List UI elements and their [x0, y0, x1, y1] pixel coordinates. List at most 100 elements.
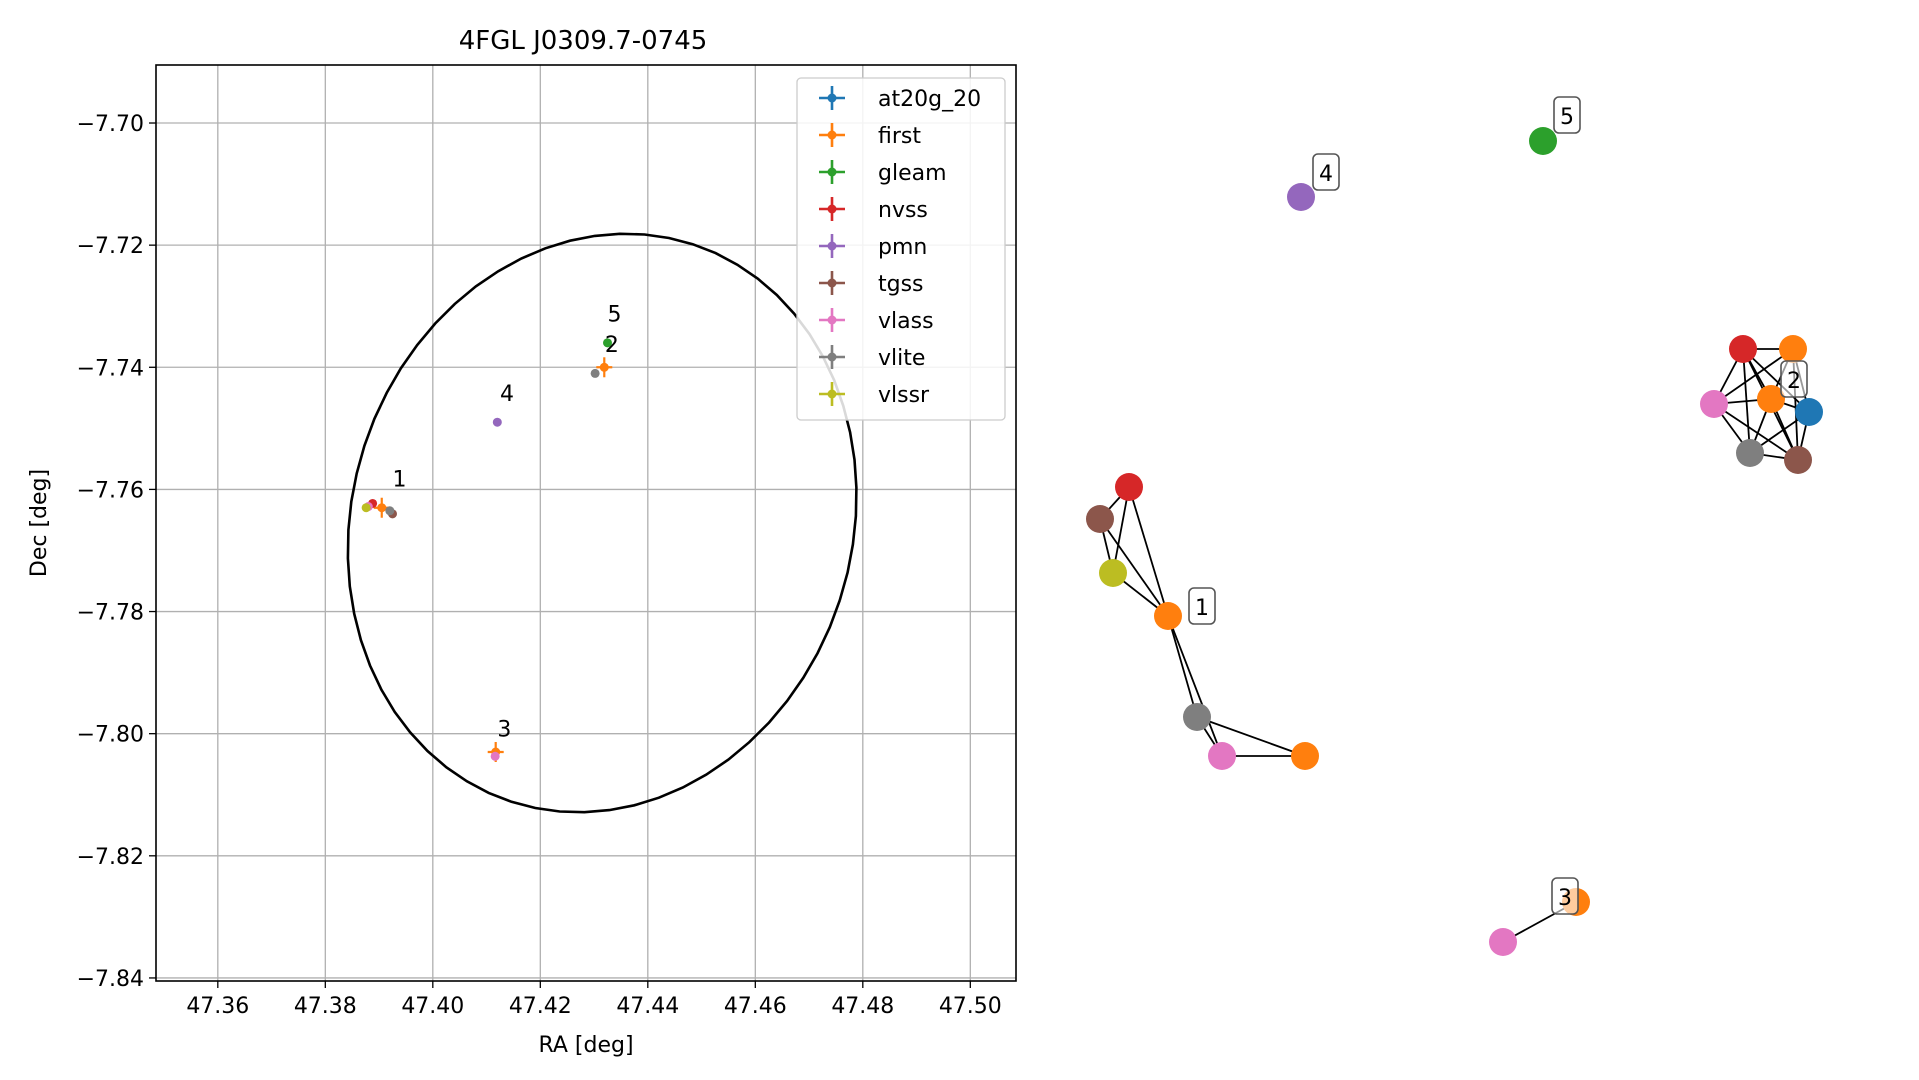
uncertainty-ellipse — [346, 232, 858, 814]
y-tick-label: −7.72 — [77, 234, 144, 259]
y-tick-label: −7.78 — [77, 601, 144, 626]
plot-frame — [155, 64, 1017, 982]
cluster-label-box — [1553, 96, 1581, 134]
cluster-label: 4 — [1319, 162, 1333, 187]
network-node-vlass — [1208, 742, 1236, 770]
x-axis-label: RA [deg] — [538, 1033, 633, 1058]
network-node-vlass — [1700, 390, 1728, 418]
x-tick-label: 47.40 — [401, 994, 464, 1019]
network-edge — [1713, 348, 1794, 405]
network-node-at20g_20 — [1795, 398, 1823, 426]
network-node-tgss — [1086, 505, 1114, 533]
x-tick-label: 47.42 — [509, 994, 572, 1019]
legend-label-vlass: vlass — [878, 309, 934, 334]
network-node-vlssr — [1099, 559, 1127, 587]
network-node-gleam — [1529, 127, 1557, 155]
legend-marker-vlssr — [827, 389, 837, 399]
legend-marker-nvss — [827, 204, 837, 214]
data-point-first — [599, 362, 609, 372]
point-annotations: 1 2 3 4 5 — [393, 302, 622, 742]
network-node-nvss — [1115, 473, 1143, 501]
legend-marker-gleam — [827, 167, 837, 177]
x-tick-label: 47.36 — [186, 994, 249, 1019]
y-tick-label: −7.84 — [77, 967, 144, 992]
point-label: 1 — [393, 467, 407, 492]
x-tick-label: 47.48 — [831, 994, 894, 1019]
network-edge — [1099, 518, 1169, 617]
y-tick-label: −7.70 — [77, 112, 144, 137]
legend-label-nvss: nvss — [878, 198, 928, 223]
network-node-first — [1154, 602, 1182, 630]
y-axis-label: Dec [deg] — [27, 469, 52, 577]
legend-marker-tgss — [827, 278, 837, 288]
network-node-pmn — [1287, 183, 1315, 211]
legend-marker-pmn — [827, 241, 837, 251]
network-node-first — [1779, 335, 1807, 363]
data-point-vlite — [590, 368, 600, 378]
network-node-tgss — [1784, 446, 1812, 474]
x-tick-label: 47.50 — [939, 994, 1002, 1019]
point-label: 5 — [608, 302, 622, 327]
network-node-nvss — [1729, 335, 1757, 363]
network-node-first — [1291, 742, 1319, 770]
cluster-label-box — [1188, 587, 1216, 625]
point-label: 2 — [605, 333, 619, 358]
cluster-label: 2 — [1787, 369, 1801, 394]
network-edge — [1167, 615, 1198, 718]
data-point-vlssr — [361, 503, 371, 513]
legend-label-tgss: tgss — [878, 272, 924, 297]
network-node-vlass — [1489, 928, 1517, 956]
network-edge — [1196, 716, 1306, 757]
cluster-labels: 1 2 3 4 5 — [1188, 96, 1808, 915]
network-edge — [1167, 615, 1223, 757]
network-edges — [1099, 348, 1810, 943]
cluster-label: 5 — [1560, 105, 1574, 130]
network-edge — [1713, 403, 1799, 461]
data-point-gleam — [603, 338, 612, 348]
point-label: 3 — [497, 718, 511, 743]
data-marks — [361, 338, 613, 762]
y-tick-label: −7.82 — [77, 845, 144, 870]
y-tick-label: −7.76 — [77, 478, 144, 503]
x-axis: 47.36 47.38 47.40 47.42 47.44 47.46 47.48 47.50 — [186, 981, 1002, 1019]
x-tick-label: 47.38 — [294, 994, 357, 1019]
network-panel: 1 2 3 4 5 — [1086, 96, 1823, 956]
legend-label-pmn: pmn — [878, 235, 927, 260]
y-axis: −7.84 −7.82 −7.80 −7.78 −7.76 −7.74 −7.72 −7.70 — [77, 112, 156, 992]
network-node-vlite — [1183, 703, 1211, 731]
x-tick-label: 47.46 — [724, 994, 787, 1019]
network-node-vlite — [1736, 439, 1764, 467]
data-point-first — [377, 503, 387, 513]
cluster-label-box — [1780, 360, 1808, 398]
ellipse-layer — [346, 232, 858, 814]
point-label: 4 — [500, 382, 514, 407]
legend-label-first: first — [878, 124, 921, 149]
y-tick-label: −7.74 — [77, 356, 144, 381]
legend-marker-vlass — [827, 315, 837, 325]
chart-title: 4FGL J0309.7-0745 — [459, 26, 708, 56]
network-edge — [1112, 486, 1130, 574]
cluster-label: 3 — [1558, 886, 1572, 911]
legend-marker-vlite — [827, 352, 837, 362]
legend-marker-first — [827, 130, 837, 140]
network-node-first — [1757, 385, 1785, 413]
legend-label-vlssr: vlssr — [878, 383, 930, 408]
cluster-label-box — [1551, 877, 1579, 915]
network-nodes — [1086, 127, 1823, 956]
legend-label-gleam: gleam — [878, 161, 947, 186]
network-edge — [1742, 348, 1810, 413]
network-edge — [1128, 486, 1169, 617]
legend-label-vlite: vlite — [878, 346, 925, 371]
legend-box — [796, 77, 1006, 421]
cluster-label: 1 — [1195, 596, 1209, 621]
cluster-label-box — [1312, 153, 1340, 191]
legend-marker-at20g_20 — [827, 93, 837, 103]
data-point-vlite — [385, 506, 395, 516]
y-tick-label: −7.80 — [77, 723, 144, 748]
data-point-vlass — [490, 751, 500, 761]
legend-label-at20g_20: at20g_20 — [878, 87, 981, 112]
x-tick-label: 47.44 — [616, 994, 679, 1019]
